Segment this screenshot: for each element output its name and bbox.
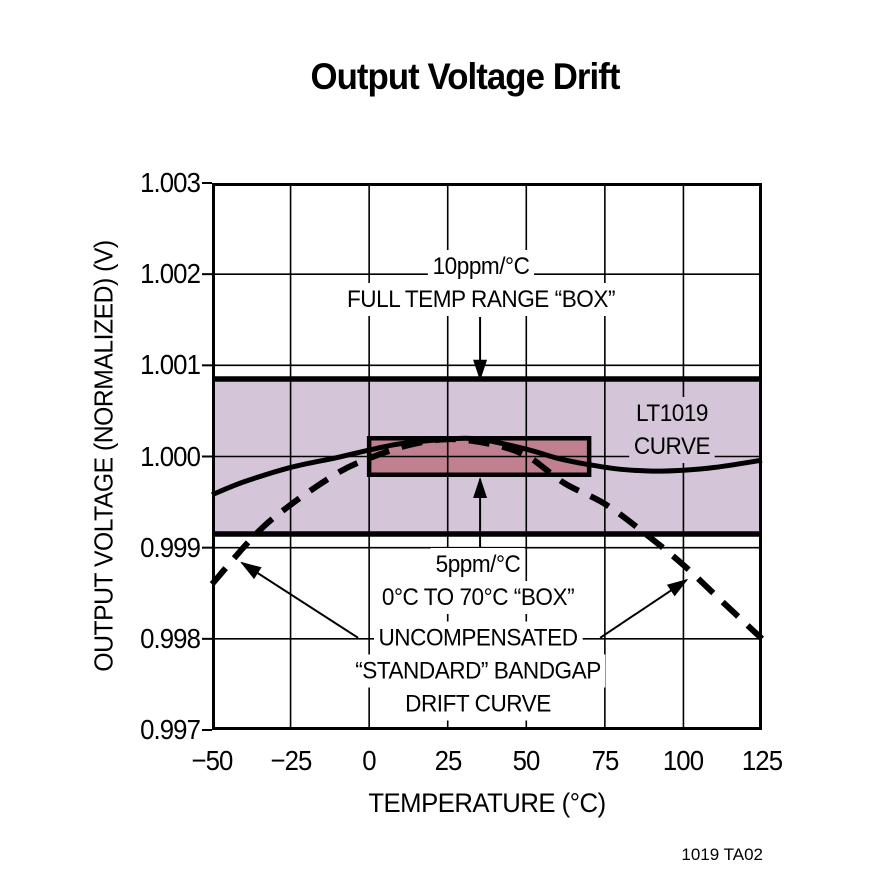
x-axis-label: TEMPERATURE (°C) [368, 788, 606, 818]
figure-credit: 1019 TA02 [681, 845, 763, 864]
x-tick-label: 75 [591, 745, 619, 776]
y-tick-label: 1.001 [140, 349, 201, 381]
y-tick-label: 1.003 [140, 167, 201, 198]
plot-area: 10ppm/°C FULL TEMP RANGE “BOX” 5ppm/°C 0°C … [202, 182, 765, 731]
bandgap-curve-label-arrow [240, 561, 359, 639]
x-tick-label: −25 [270, 745, 312, 776]
x-tick-label: 100 [663, 745, 704, 776]
annotation-line: 5ppm/°C [430, 547, 525, 581]
y-tick-label: 0.997 [140, 714, 201, 745]
bandgap-drift-curve [209, 436, 765, 642]
annotation-line: DRIFT CURVE [400, 687, 556, 721]
bandgap-curve-label: UNCOMPENSATED “STANDARD” BANDGAP DRIFT CUR… [350, 621, 606, 721]
page-title: Output Voltage Drift [310, 56, 621, 97]
x-tick-label: 125 [741, 745, 783, 776]
x-tick-label: 0 [362, 745, 376, 776]
annotation-line: 0°C TO 70°C “BOX” [377, 580, 579, 614]
lt1019-curve-label: LT1019 CURVE [629, 396, 715, 463]
annotation-line: FULL TEMP RANGE “BOX” [342, 283, 620, 317]
annotation-line: UNCOMPENSATED [373, 621, 583, 655]
x-tick-label: 50 [512, 745, 541, 776]
small-box-label: 5ppm/°C 0°C TO 70°C “BOX” [377, 547, 579, 614]
annotation-line: 10ppm/°C [427, 250, 535, 284]
plot-border [212, 183, 762, 730]
bandgap-curve-label-arrow [599, 578, 689, 639]
lt1019-curve [211, 435, 763, 498]
full-temp-range-label: 10ppm/°C FULL TEMP RANGE “BOX” [342, 250, 620, 317]
x-tick-label: 25 [434, 745, 462, 776]
annotation-line: CURVE [629, 429, 715, 463]
y-tick-label: 0.999 [140, 531, 201, 563]
x-tick-label: −50 [191, 745, 234, 776]
y-tick-label: 1.000 [140, 440, 201, 472]
annotation-line: “STANDARD” BANDGAP [350, 654, 606, 688]
y-tick-label: 1.002 [140, 258, 201, 290]
annotation-line: LT1019 [631, 396, 713, 430]
y-tick-label: 0.998 [140, 622, 201, 654]
